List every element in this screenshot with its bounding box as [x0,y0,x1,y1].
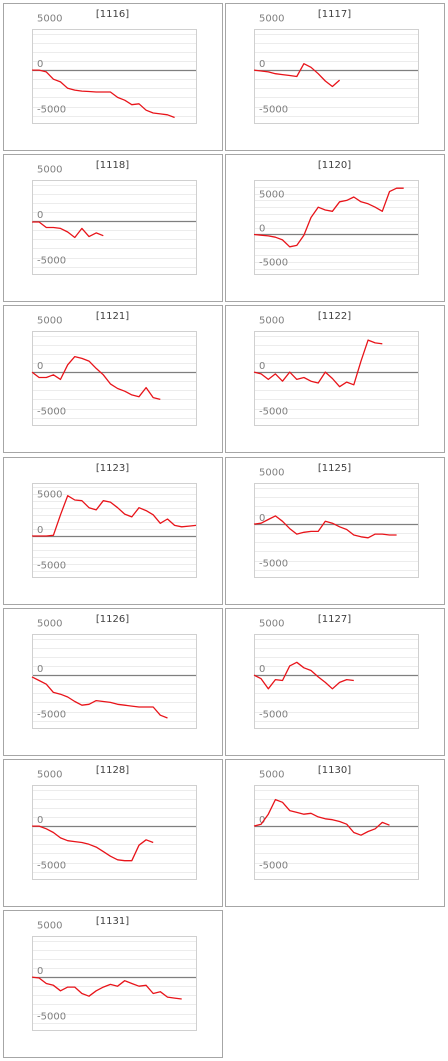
series-line [32,495,197,537]
chart-title: [1123] [96,463,129,474]
series-line [31,676,168,719]
y-tick-label: 5000 [37,490,62,501]
chart-panel: [1125] 5000 0 -5000 [225,457,445,605]
series-line [31,976,182,1000]
y-tick-label: 5000 [37,920,62,931]
y-tick-label: -5000 [37,407,66,418]
chart-panel: [1131] 5000 0 -5000 [3,910,223,1058]
y-tick-label: 5000 [259,189,284,200]
chart-panel: [1126] 5000 0 -5000 [3,608,223,756]
series-line [253,187,404,248]
chart-title: [1130] [318,765,351,776]
series-line [253,515,397,539]
chart-panel: [1120] 5000 0 -5000 [225,154,445,302]
chart-panel: [1128] 5000 0 -5000 [3,759,223,907]
series-line [32,825,154,862]
y-tick-label: 5000 [259,769,284,780]
chart-title: [1126] [96,614,129,625]
chart-panel: [1118] 5000 0 -5000 [3,154,223,302]
chart-panel: [1127] 5000 0 -5000 [225,608,445,756]
chart-title: [1120] [318,160,351,171]
chart-title: [1118] [96,160,129,171]
series-line [253,339,383,388]
y-tick-label: 0 [259,815,265,826]
plot-area [254,180,419,275]
y-tick-label: -5000 [259,407,288,418]
y-tick-label: -5000 [37,710,66,721]
y-tick-label: 5000 [37,315,62,326]
y-tick-label: 0 [37,815,43,826]
chart-panel: [1116] 5000 0 -5000 [3,3,223,151]
y-tick-label: 5000 [259,467,284,478]
chart-title: [1116] [96,9,129,20]
plot-area [32,483,197,578]
chart-title: [1128] [96,765,129,776]
y-tick-label: 5000 [37,769,62,780]
chart-panel: [1121] 5000 0 -5000 [3,305,223,453]
chart-title: [1125] [318,463,351,474]
y-tick-label: 0 [259,223,265,234]
y-tick-label: 5000 [259,315,284,326]
y-tick-label: 0 [37,210,43,221]
y-tick-label: 5000 [37,164,62,175]
chart-panel: [1122] 5000 0 -5000 [225,305,445,453]
y-tick-label: 0 [37,664,43,675]
chart-title: [1117] [318,9,351,20]
y-tick-label: -5000 [37,861,66,872]
y-tick-label: -5000 [37,1012,66,1023]
y-tick-label: -5000 [259,861,288,872]
chart-title: [1121] [96,311,129,322]
y-tick-label: 0 [259,59,265,70]
chart-panel: [1123] 5000 0 -5000 [3,457,223,605]
y-tick-label: 0 [259,664,265,675]
chart-title: [1131] [96,916,129,927]
y-tick-label: 0 [37,966,43,977]
y-tick-label: 5000 [259,13,284,24]
y-tick-label: 0 [259,513,265,524]
chart-title: [1122] [318,311,351,322]
series-line [253,661,354,690]
y-tick-label: 0 [37,361,43,372]
series-line [31,355,161,401]
chart-title: [1127] [318,614,351,625]
y-tick-label: 0 [37,525,43,536]
series-line [253,798,390,836]
y-tick-label: 5000 [259,618,284,629]
y-tick-label: 5000 [37,618,62,629]
y-tick-label: 0 [259,361,265,372]
series-line [253,63,341,88]
series-line [32,221,104,239]
y-tick-label: -5000 [259,105,288,116]
series-line [32,69,175,119]
y-tick-label: -5000 [37,256,66,267]
y-tick-label: 0 [37,59,43,70]
y-tick-label: 5000 [37,13,62,24]
y-tick-label: -5000 [259,258,288,269]
y-tick-label: -5000 [37,105,66,116]
chart-panel: [1117] 5000 0 -5000 [225,3,445,151]
y-tick-label: -5000 [259,559,288,570]
chart-panel: [1130] 5000 0 -5000 [225,759,445,907]
y-tick-label: -5000 [259,710,288,721]
y-tick-label: -5000 [37,560,66,571]
